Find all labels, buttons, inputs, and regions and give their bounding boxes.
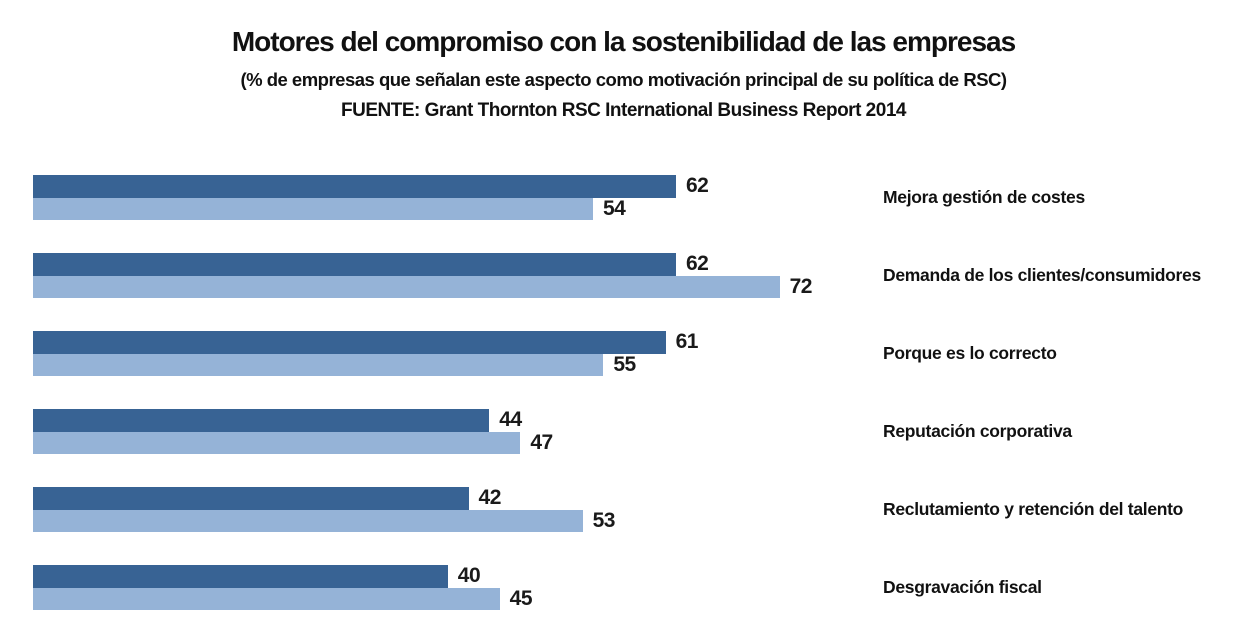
bar-line: 55	[33, 352, 1247, 376]
bar-dark-blue	[33, 565, 448, 588]
chart-title: Motores del compromiso con la sostenibil…	[231, 26, 1016, 57]
bar-light-blue	[33, 197, 593, 220]
bar-line: 62	[33, 175, 1247, 198]
chart-row: 61 55 Porque es lo correcto	[33, 331, 1247, 376]
value-label: 40	[457, 564, 481, 588]
bar-line: 61	[33, 331, 1247, 354]
category-label: Mejora gestión de costes	[883, 187, 1085, 207]
value-label: 72	[789, 274, 813, 298]
bar-light-blue	[33, 509, 583, 532]
value-label: 62	[685, 174, 709, 198]
bar-light-blue	[33, 587, 500, 610]
bar-dark-blue	[33, 331, 666, 354]
category-label: Desgravación fiscal	[883, 577, 1042, 597]
chart-subtitle: (% de empresas que señalan este aspecto …	[240, 69, 1007, 90]
category-label: Porque es lo correcto	[883, 343, 1057, 363]
category-label: Demanda de los clientes/consumidores	[883, 265, 1201, 285]
bar-dark-blue	[33, 253, 676, 276]
value-label: 45	[509, 586, 533, 610]
chart-source: FUENTE: Grant Thornton RSC International…	[341, 100, 906, 121]
value-label: 54	[602, 196, 626, 220]
bar-dark-blue	[33, 409, 490, 432]
bar-light-blue	[33, 353, 604, 376]
value-label: 61	[675, 330, 699, 354]
chart-row: 62 72 Demanda de los clientes/consumidores	[33, 253, 1247, 298]
bar-light-blue	[33, 431, 521, 454]
bar-line: 62	[33, 253, 1247, 276]
value-label: 47	[530, 430, 553, 454]
value-label: 44	[499, 408, 522, 432]
value-label: 55	[613, 352, 636, 376]
chart-row: 62 54 Mejora gestión de costes	[33, 175, 1247, 220]
bar-line: 72	[33, 274, 1247, 298]
bar-line: 42	[33, 487, 1247, 510]
bar-line: 45	[33, 586, 1247, 610]
chart-row: 42 53 Reclutamiento y retención del talent…	[33, 487, 1247, 532]
bar-line: 54	[33, 196, 1247, 220]
bar-dark-blue	[33, 175, 676, 198]
value-label: 53	[592, 508, 616, 532]
category-label: Reclutamiento y retención del talento	[883, 499, 1184, 519]
chart-row: 44 47 Reputación corporativa	[33, 409, 1247, 454]
bar-line: 44	[33, 409, 1247, 432]
bar-dark-blue	[33, 487, 469, 510]
value-label: 62	[685, 252, 709, 276]
bar-line: 47	[33, 430, 1247, 454]
bar-light-blue	[33, 275, 780, 298]
bar-line: 40	[33, 565, 1247, 588]
chart-row: 40 45 Desgravación fiscal	[33, 565, 1247, 610]
bar-line: 53	[33, 508, 1247, 532]
value-label: 42	[478, 486, 502, 510]
category-label: Reputación corporativa	[883, 421, 1072, 441]
